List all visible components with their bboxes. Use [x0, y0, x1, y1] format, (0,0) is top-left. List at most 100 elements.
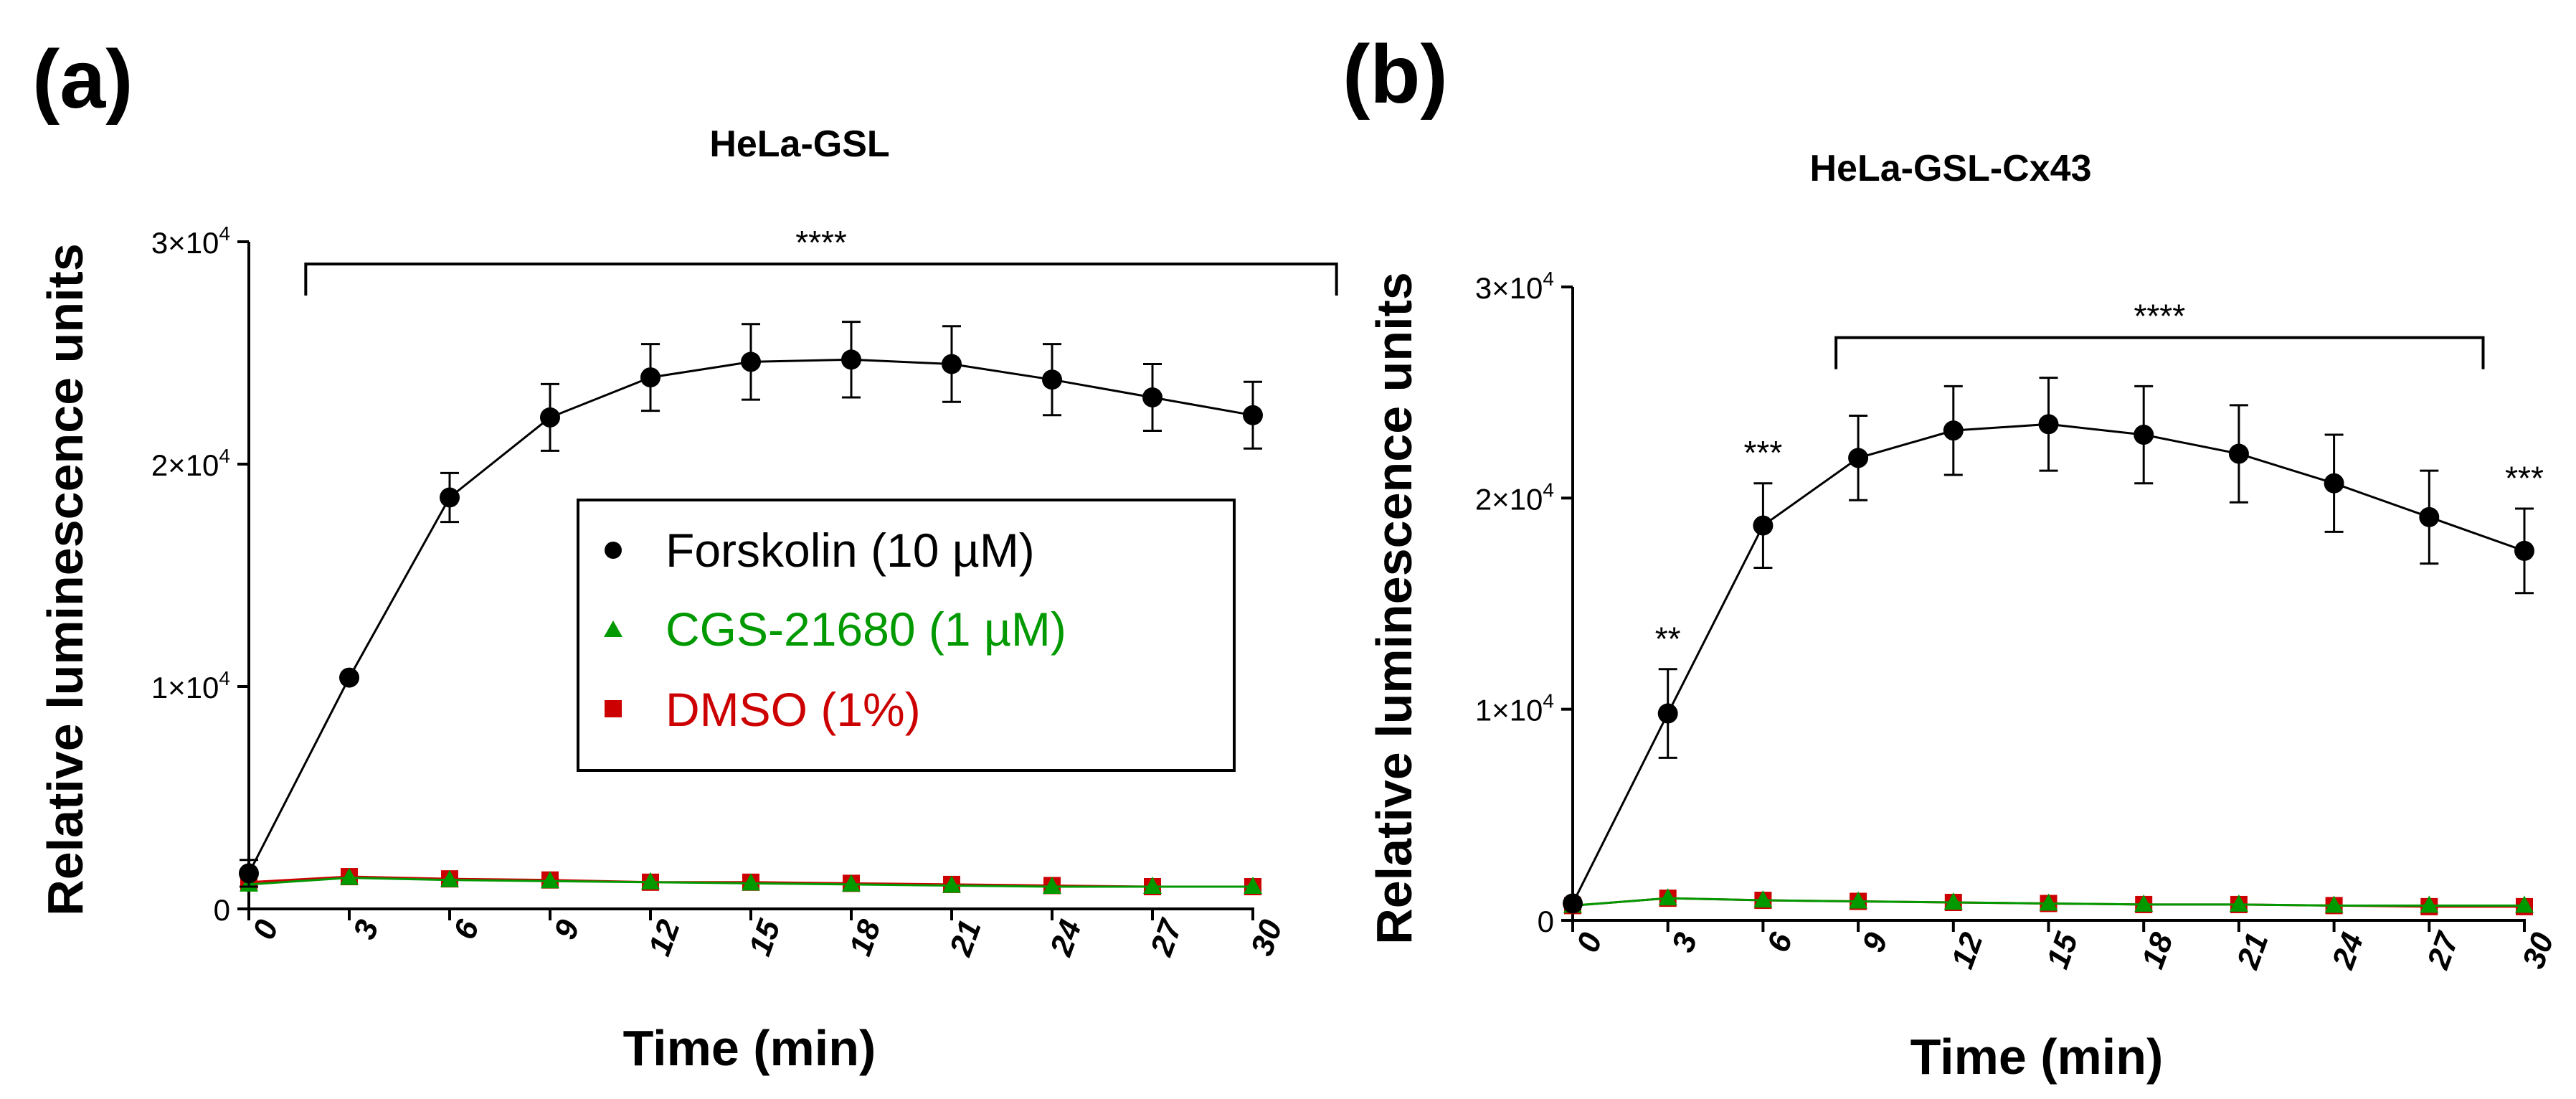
panel-b-point-forskolin: [2514, 540, 2534, 561]
panel-a-x-tick-label: 12: [642, 915, 687, 960]
panel-a-point-cgs: [340, 867, 359, 885]
panel-b-y-tick-label: 2×104: [1475, 478, 1554, 516]
panel-a-x-tick-label: 27: [1144, 914, 1190, 961]
panel-b-point-forskolin: [1657, 703, 1678, 724]
panel-a-x-tick-label: 30: [1244, 915, 1289, 960]
legend: Forskolin (10 µM) CGS-21680 (1 µM) DMSO …: [577, 499, 1236, 772]
panel-a-point-forskolin: [1243, 405, 1263, 425]
panel-b-significance-stars: ***: [2505, 460, 2544, 497]
panel-b-x-tick-label: 6: [1761, 928, 1800, 956]
panel-a-point-forskolin: [1142, 387, 1162, 407]
panel-a-point-cgs: [641, 872, 660, 890]
panel-a-point-forskolin: [440, 487, 460, 508]
panel-a-x-tick-label: 6: [447, 915, 486, 943]
legend-marker-dmso: [605, 700, 622, 717]
panel-a-plot: [239, 321, 1263, 895]
panel-b-point-cgs: [2515, 895, 2534, 913]
panel-b-y-tick-label: 1×104: [1475, 690, 1554, 727]
legend-marker-forskolin: [605, 542, 622, 559]
legend-label-forskolin: Forskolin (10 µM): [666, 524, 1035, 577]
panel-b-label: (b): [1343, 29, 1448, 121]
panel-a-point-cgs: [842, 874, 861, 892]
panel-a-point-forskolin: [942, 354, 962, 374]
panel-b-significance-stars: ***: [1744, 434, 1783, 471]
panel-b-x-tick-label: 0: [1570, 928, 1609, 956]
panel-a-y-tick-label: 3×104: [151, 222, 230, 260]
panel-a-point-cgs: [942, 875, 961, 893]
panel-b-point-forskolin: [1753, 515, 1774, 536]
panel-a-y-ticks: 0 1×104 2×104 3×104: [151, 222, 249, 927]
panel-b-point-forskolin: [1943, 420, 1964, 441]
panel-b-y-tick-label: 3×104: [1475, 268, 1554, 305]
panel-a: (a) HeLa-GSL Relative luminescence units…: [32, 34, 1338, 1076]
panel-a-title: HeLa-GSL: [709, 123, 889, 165]
panel-a-x-tick-label: 21: [943, 915, 988, 961]
panel-b: (b) HeLa-GSL-Cx43 Relative luminescence …: [1343, 29, 2561, 1085]
panel-b-point-forskolin: [2324, 473, 2344, 494]
legend-marker-cgs: [604, 621, 622, 637]
panel-b-x-tick-label: 3: [1665, 928, 1704, 957]
panel-a-point-forskolin: [640, 367, 660, 388]
panel-b-significance-stars: ****: [2134, 298, 2186, 335]
panel-a-x-tick-label: 24: [1043, 915, 1089, 961]
panel-b-point-cgs: [2420, 895, 2439, 913]
panel-a-x-tick-label: 15: [742, 915, 787, 960]
panel-b-point-cgs: [2134, 894, 2154, 912]
panel-b-point-forskolin: [2419, 506, 2440, 527]
panel-a-point-forskolin: [239, 863, 259, 884]
panel-b-significance-stars: **: [1655, 620, 1681, 657]
legend-box: [577, 499, 1236, 772]
panel-a-significance-bracket: [304, 263, 1338, 296]
panel-b-x-tick-label: 21: [2230, 928, 2276, 974]
panel-b-y-tick-label: 0: [1538, 905, 1554, 938]
panel-a-point-cgs: [440, 869, 459, 887]
panel-a-x-ticks: 0 3 6 9 12 15 18 21 24 27 30: [246, 909, 1289, 961]
panel-a-label: (a): [32, 34, 133, 126]
panel-a-x-tick-label: 3: [346, 915, 385, 944]
panel-a-point-cgs: [742, 873, 760, 891]
panel-b-ylabel: Relative luminescence units: [1366, 272, 1422, 945]
panel-a-ylabel: Relative luminescence units: [37, 243, 93, 916]
panel-b-point-forskolin: [2038, 414, 2059, 435]
legend-label-dmso: DMSO (1%): [666, 683, 921, 736]
panel-b-point-cgs: [1753, 890, 1773, 908]
panel-b-x-ticks: 0 3 6 9 12 15 18 21 24 27 30: [1570, 920, 2561, 974]
panel-b-x-tick-label: 15: [2040, 928, 2085, 973]
panel-a-xlabel: Time (min): [623, 1020, 876, 1076]
panel-a-significance-stars: ****: [795, 224, 847, 261]
panel-a-y-tick-label: 1×104: [151, 667, 230, 704]
panel-b-point-forskolin: [2134, 425, 2154, 445]
legend-label-cgs: CGS-21680 (1 µM): [666, 603, 1066, 656]
panel-b-x-tick-label: 12: [1945, 928, 1990, 973]
panel-a-x-tick-label: 18: [843, 915, 888, 960]
panel-b-x-tick-label: 24: [2325, 928, 2370, 974]
panel-b-annotations: ************: [1655, 298, 2544, 658]
panel-a-point-cgs: [541, 871, 559, 889]
panel-b-point-cgs: [2039, 893, 2058, 911]
panel-a-point-forskolin: [1042, 369, 1062, 390]
panel-b-significance-bracket: [1834, 336, 2485, 369]
panel-b-x-tick-label: 9: [1855, 928, 1895, 956]
panel-b-x-tick-label: 27: [2420, 927, 2466, 974]
panel-b-point-forskolin: [2228, 443, 2249, 464]
panel-b-point-cgs: [2229, 894, 2248, 912]
panel-b-title: HeLa-GSL-Cx43: [1810, 148, 2092, 189]
panel-b-x-tick-label: 30: [2516, 928, 2561, 973]
panel-a-annotations: ****: [304, 224, 1338, 296]
panel-a-point-forskolin: [540, 407, 560, 428]
panel-a-point-cgs: [1244, 877, 1262, 894]
panel-b-point-forskolin: [1848, 448, 1869, 468]
panel-b-point-cgs: [2324, 895, 2344, 913]
panel-b-xlabel: Time (min): [1910, 1029, 2164, 1085]
panel-a-point-cgs: [1043, 877, 1061, 894]
panel-a-point-forskolin: [339, 667, 359, 688]
panel-b-x-tick-label: 18: [2135, 928, 2180, 973]
panel-a-y-tick-label: 0: [214, 893, 230, 927]
panel-b-point-cgs: [1943, 892, 1963, 910]
panel-a-y-tick-label: 2×104: [151, 445, 230, 482]
panel-b-point-cgs: [1658, 888, 1677, 906]
panel-a-x-tick-label: 0: [246, 915, 285, 943]
panel-b-point-forskolin: [1563, 893, 1583, 914]
panel-a-point-cgs: [1143, 877, 1162, 894]
